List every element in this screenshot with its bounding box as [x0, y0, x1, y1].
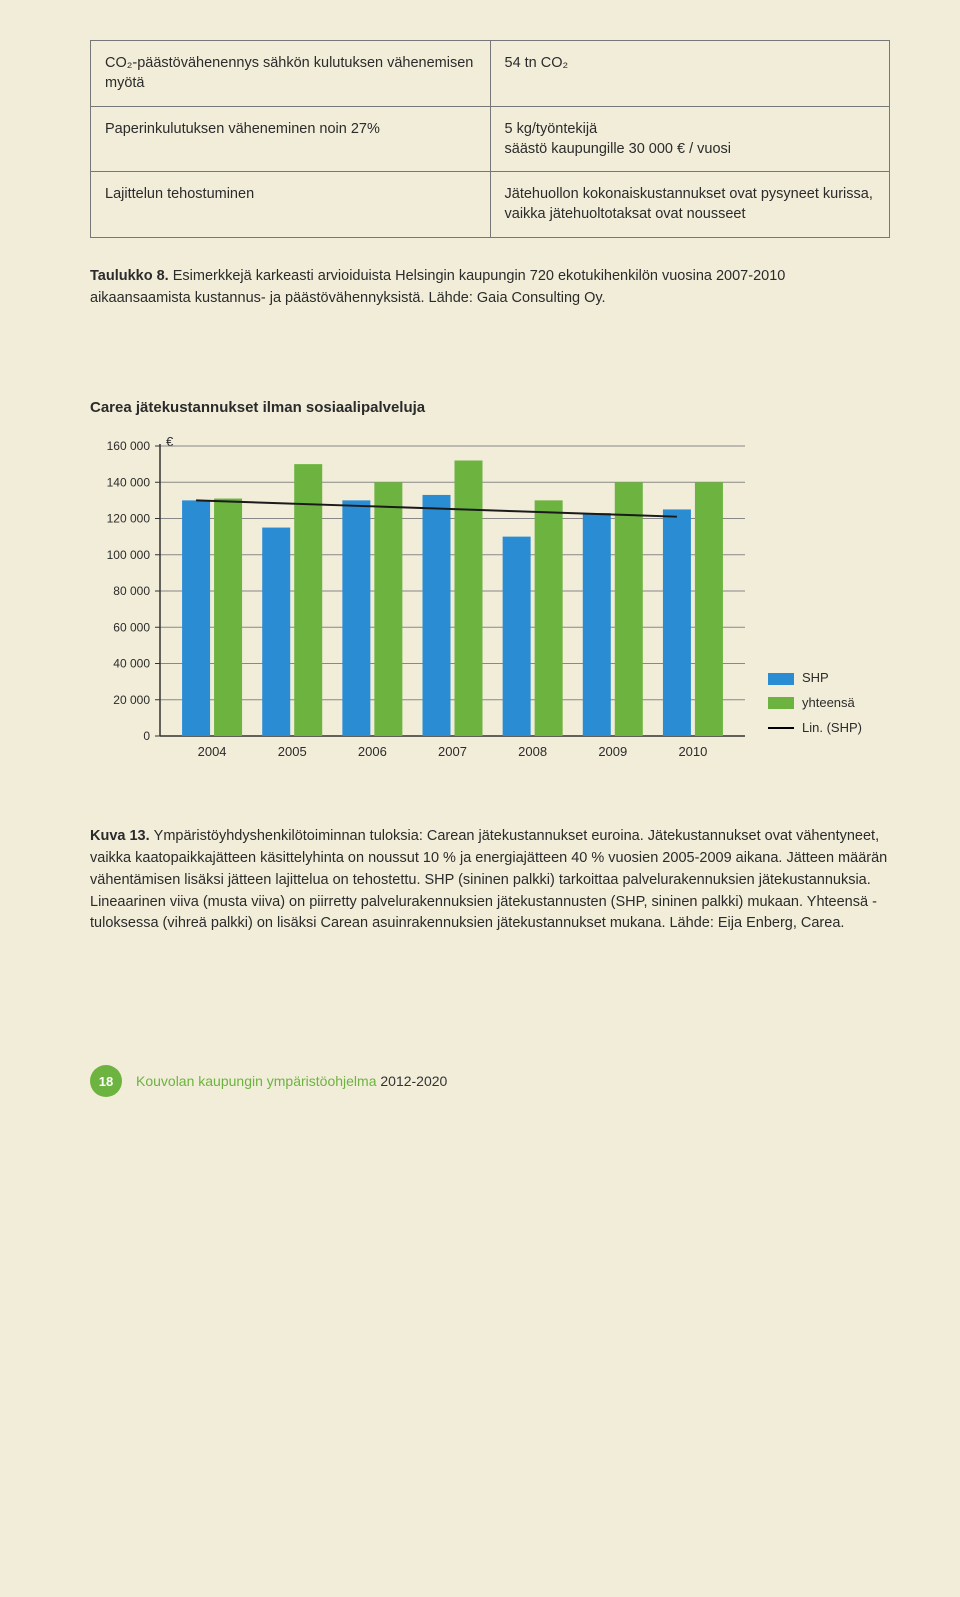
footer-title: Kouvolan kaupungin ympäristöohjelma 2012…: [136, 1073, 447, 1089]
table-row: Lajittelun tehostuminenJätehuollon kokon…: [91, 172, 890, 238]
table-caption: Taulukko 8. Esimerkkejä karkeasti arvioi…: [90, 266, 890, 310]
legend-label-shp: SHP: [802, 666, 829, 691]
table-cell-left: Paperinkulutuksen väheneminen noin 27%: [91, 106, 491, 172]
table-cell-left: CO₂-päästövähenennys sähkön kulutuksen v…: [91, 41, 491, 107]
legend-label-yhteensa: yhteensä: [802, 691, 855, 716]
svg-text:120 000: 120 000: [107, 512, 151, 526]
svg-text:€: €: [166, 436, 174, 449]
table-cell-right: 5 kg/työntekijä säästö kaupungille 30 00…: [490, 106, 890, 172]
legend-yhteensa: yhteensä: [768, 691, 862, 716]
svg-text:160 000: 160 000: [107, 439, 151, 453]
svg-text:2006: 2006: [358, 744, 387, 759]
legend-trend: Lin. (SHP): [768, 716, 862, 741]
chart-container: €0 20 000 40 000 60 000 80 000 100 000 120 000…: [90, 436, 890, 766]
table-cell-left: Lajittelun tehostuminen: [91, 172, 491, 238]
table-row: CO₂-päästövähenennys sähkön kulutuksen v…: [91, 41, 890, 107]
svg-text:2010: 2010: [678, 744, 707, 759]
svg-text:0: 0: [143, 729, 150, 743]
table-cell-right: Jätehuollon kokonaiskustannukset ovat py…: [490, 172, 890, 238]
page-footer: 18 Kouvolan kaupungin ympäristöohjelma 2…: [90, 1065, 890, 1097]
page-number-badge: 18: [90, 1065, 122, 1097]
legend-label-trend: Lin. (SHP): [802, 716, 862, 741]
legend-swatch-trend: [768, 727, 794, 729]
chart-title: Carea jätekustannukset ilman sosiaalipal…: [90, 399, 890, 416]
table-cell-right: 54 tn CO₂: [490, 41, 890, 107]
table-caption-body: Esimerkkejä karkeasti arvioiduista Helsi…: [90, 268, 785, 306]
chart-legend: SHP yhteensä Lin. (SHP): [768, 436, 862, 740]
svg-text:40 000: 40 000: [113, 657, 150, 671]
bar-chart: €0 20 000 40 000 60 000 80 000 100 000 120 000…: [90, 436, 750, 766]
svg-text:80 000: 80 000: [113, 584, 150, 598]
footer-title-green: Kouvolan kaupungin ympäristöohjelma: [136, 1073, 380, 1089]
svg-text:2009: 2009: [598, 744, 627, 759]
svg-text:2008: 2008: [518, 744, 547, 759]
chart-caption: Kuva 13. Ympäristöyhdyshenkilötoiminnan …: [90, 826, 890, 935]
chart-caption-body: Ympäristöyhdyshenkilötoiminnan tuloksia:…: [90, 828, 887, 931]
svg-text:60 000: 60 000: [113, 621, 150, 635]
svg-text:2007: 2007: [438, 744, 467, 759]
footer-title-dark: 2012-2020: [380, 1073, 447, 1089]
table-row: Paperinkulutuksen väheneminen noin 27%5 …: [91, 106, 890, 172]
legend-swatch-shp: [768, 673, 794, 685]
svg-text:140 000: 140 000: [107, 476, 151, 490]
svg-text:100 000: 100 000: [107, 548, 151, 562]
co2-table: CO₂-päästövähenennys sähkön kulutuksen v…: [90, 40, 890, 238]
chart-caption-lead: Kuva 13.: [90, 828, 154, 844]
legend-swatch-yhteensa: [768, 697, 794, 709]
svg-text:2004: 2004: [198, 744, 227, 759]
svg-text:2005: 2005: [278, 744, 307, 759]
legend-shp: SHP: [768, 666, 862, 691]
table-caption-lead: Taulukko 8.: [90, 268, 173, 284]
svg-text:20 000: 20 000: [113, 693, 150, 707]
